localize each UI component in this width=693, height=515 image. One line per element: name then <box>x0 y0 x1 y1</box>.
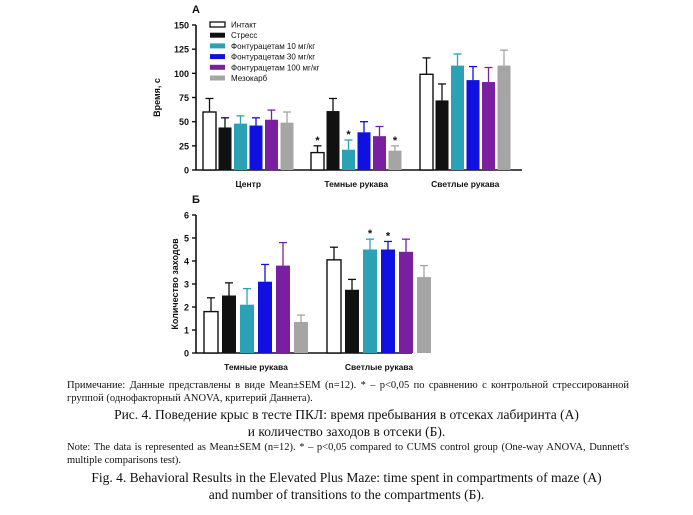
note-en: Note: The data is represented as Mean±SE… <box>67 442 629 466</box>
panel-b-bar <box>294 321 308 353</box>
panel-a-significance-star: * <box>393 135 398 147</box>
panel-a-y-tick-label: 125 <box>174 45 189 55</box>
panel-a-legend-swatch <box>210 43 225 49</box>
panel-a-letter: А <box>192 4 200 16</box>
caption-en-line-1: Fig. 4. Behavioral Results in the Elevat… <box>91 470 602 485</box>
panel-a-category-label: Темные рукава <box>324 179 388 189</box>
panel-b-bar <box>222 295 236 353</box>
panel-a-legend-swatch <box>210 54 225 60</box>
panel-b-bar <box>240 304 254 353</box>
note-ru: Примечание: Данные представлены в виде M… <box>67 380 629 404</box>
caption-en-line-2: and number of transitions to the compart… <box>208 487 485 502</box>
panel-a-bar <box>357 132 371 170</box>
panel-a-y-tick-label: 50 <box>179 117 189 127</box>
panel-b-y-tick-label: 3 <box>184 280 189 290</box>
panel-b-y-axis-label: Количество заходов <box>170 238 180 330</box>
panel-a-bar <box>280 122 294 170</box>
panel-b-bar <box>417 277 431 353</box>
panel-a-bar <box>342 149 355 170</box>
panel-a-bar <box>388 150 402 170</box>
panel-b-bar <box>363 249 377 353</box>
panel-b-letter: Б <box>192 194 200 206</box>
panel-a-legend-label: Фонтурацетам 30 мг/кг <box>231 53 315 62</box>
panel-a-legend-label: Стресс <box>231 31 257 40</box>
panel-b-significance-star: * <box>386 230 391 242</box>
panel-b-y-tick-label: 2 <box>184 303 189 313</box>
panel-b-y-tick-label: 1 <box>184 326 189 336</box>
panel-a-legend-label: Фонтурацетам 10 мг/кг <box>231 42 315 51</box>
panel-b-y-tick-label: 4 <box>184 257 189 267</box>
panel-b-significance-star: * <box>368 228 373 240</box>
panel-b-bar <box>276 265 290 353</box>
panel-a-bar <box>310 151 325 171</box>
panel-a-y-tick-label: 0 <box>184 166 189 176</box>
panel-b-y-tick-label: 5 <box>184 234 189 244</box>
panel-a-legend-label: Интакт <box>231 21 257 30</box>
panel-a-bar <box>435 100 449 170</box>
panel-a-y-tick-label: 100 <box>174 69 189 79</box>
panel-a-legend-swatch <box>209 21 226 28</box>
figure-caption-ru: Рис. 4. Поведение крыс в тесте ПКЛ: врем… <box>0 406 693 440</box>
panel-a-legend-swatch <box>210 32 225 38</box>
panel-b-y-tick-label: 6 <box>184 211 189 221</box>
panel-b-y-tick-label: 0 <box>184 349 189 359</box>
panel-b-category-label: Темные рукава <box>224 362 288 372</box>
panel-b-category-label: Светлые рукава <box>345 362 414 372</box>
caption-ru-line-2: и количество заходов в отсеки (Б). <box>247 424 446 439</box>
panel-b-bar <box>345 289 359 353</box>
panel-a-legend-swatch <box>210 64 225 70</box>
panel-a-bar <box>218 127 232 170</box>
panel-a-bar <box>451 65 464 170</box>
panel-a-bar <box>497 65 511 170</box>
panel-b-bar <box>258 281 272 353</box>
panel-b-bar <box>399 251 413 353</box>
panel-a-y-axis-label: Время, с <box>152 78 162 117</box>
panel-a-category-label: Светлые рукава <box>431 179 500 189</box>
panel-b-bar <box>326 259 342 354</box>
panel-a-category-label: Центр <box>235 179 261 189</box>
panel-a-significance-star: * <box>315 135 320 147</box>
panel-a-bar <box>326 111 340 170</box>
panel-a-bar <box>265 119 278 170</box>
panel-a-bar <box>419 73 434 171</box>
panel-b-bar <box>203 310 219 354</box>
caption-ru-line-1: Рис. 4. Поведение крыс в тесте ПКЛ: врем… <box>114 407 579 422</box>
panel-a-bar <box>234 123 247 170</box>
panel-a-bar <box>373 136 386 170</box>
panel-a-legend-label: Мезокарб <box>231 74 268 83</box>
panel-a-bar <box>482 82 495 170</box>
panel-a-y-tick-label: 25 <box>179 141 189 151</box>
panel-a-legend-label: Фонтурацетам 100 мг/кг <box>231 63 320 72</box>
panel-a-bar <box>249 125 263 170</box>
panel-a-significance-star: * <box>346 129 351 141</box>
panel-a-chart: А 0 25 50 75 100 125 150 Время, с Центр * * * Темные … <box>152 4 522 189</box>
figure-caption-en: Fig. 4. Behavioral Results in the Elevat… <box>0 469 693 503</box>
panel-a-y-tick-label: 150 <box>174 21 189 31</box>
panel-b-chart: Б 0 1 2 3 4 5 6 Количество заходов Темные рукава *… <box>170 194 431 372</box>
panel-b-bar <box>381 249 395 353</box>
panel-a-legend-swatch <box>210 75 225 81</box>
panel-a-bar <box>466 80 480 170</box>
panel-a-y-tick-label: 75 <box>179 93 189 103</box>
panel-a-bar <box>202 111 217 171</box>
